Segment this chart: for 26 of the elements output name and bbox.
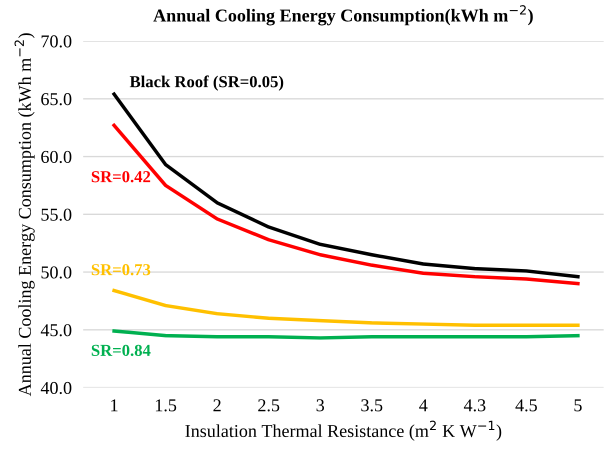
y-tick-label: 55.0 (42, 208, 72, 221)
x-tick-label: 4 (419, 399, 428, 412)
x-tick-label: 2 (213, 399, 221, 412)
y-tick-label: 45.0 (40, 324, 72, 336)
y-axis-title: Annual Cooling Energy Consumption (kWh m$^{−2}$) (14, 33, 35, 396)
chart-title: Annual Cooling Energy Consumption(kWh m$^{−2}$) (153, 5, 533, 26)
line-series (112, 288, 580, 327)
y-tick-label: 50.0 (42, 266, 72, 279)
line-series (112, 329, 580, 340)
x-tick-label: 4.5 (515, 399, 537, 412)
series-label: SR=0.73 (92, 264, 150, 276)
series-label: SR=0.42 (92, 171, 150, 182)
y-tick-label: 60.0 (41, 150, 72, 164)
x-axis-title: Insulation Thermal Resistance (m$^{2}$ K W$^{−1}$) (185, 420, 502, 441)
y-tick-label: 70.0 (42, 35, 72, 48)
x-tick-label: 3.5 (361, 399, 382, 412)
series-label: Black Roof (SR=0.05) (130, 75, 284, 91)
x-tick-label: 5 (574, 399, 582, 412)
x-tick-label: 1 (111, 399, 118, 412)
y-tick-label: 40.0 (40, 382, 72, 394)
x-tick-label: 3 (316, 399, 324, 412)
y-tick-label: 65.0 (41, 93, 72, 106)
x-tick-label: 2.5 (258, 399, 280, 412)
x-tick-label: 1.5 (156, 399, 176, 412)
x-tick-label: 4.3 (464, 399, 486, 412)
series-label: SR=0.84 (92, 344, 151, 356)
